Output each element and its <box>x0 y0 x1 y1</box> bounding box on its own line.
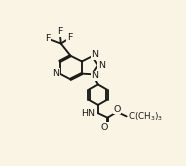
Text: N: N <box>92 71 98 80</box>
Text: F: F <box>45 34 50 43</box>
Text: HN: HN <box>81 109 95 118</box>
Text: N: N <box>52 69 60 78</box>
Text: O: O <box>101 123 108 132</box>
Text: N: N <box>98 61 105 70</box>
Text: N: N <box>92 50 98 59</box>
Text: F: F <box>67 33 73 42</box>
Text: C(CH$_3$)$_3$: C(CH$_3$)$_3$ <box>128 110 163 123</box>
Text: O: O <box>113 105 121 114</box>
Text: F: F <box>57 27 62 36</box>
